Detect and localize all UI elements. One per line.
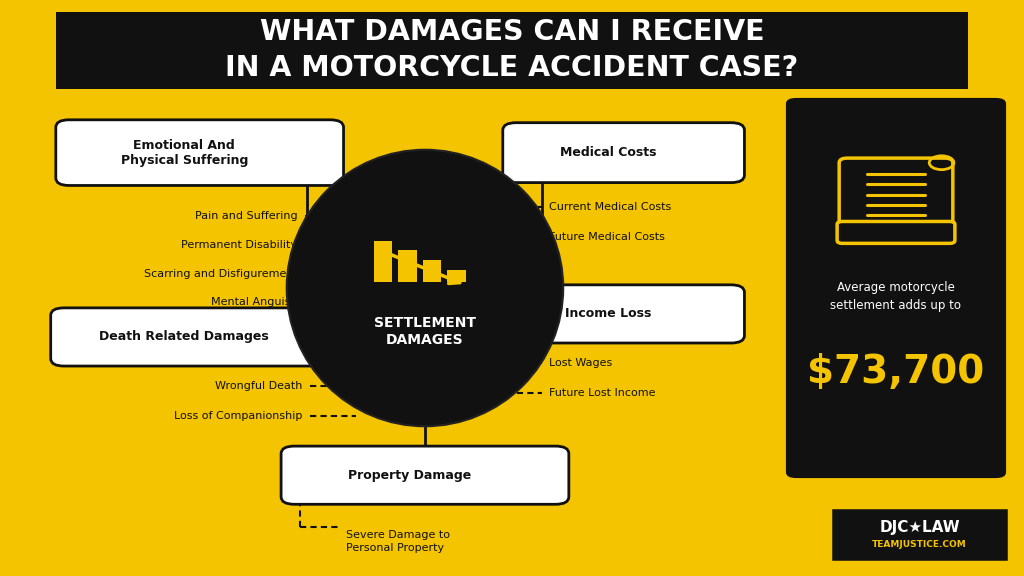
Text: Income Loss: Income Loss — [565, 308, 651, 320]
Text: DJC★LAW: DJC★LAW — [880, 520, 959, 535]
FancyBboxPatch shape — [281, 446, 569, 505]
Text: Death Related Damages: Death Related Damages — [99, 331, 269, 343]
Text: Property Damage: Property Damage — [348, 469, 471, 482]
FancyBboxPatch shape — [374, 241, 392, 282]
FancyBboxPatch shape — [423, 260, 441, 282]
Text: SETTLEMENT
DAMAGES: SETTLEMENT DAMAGES — [374, 316, 476, 347]
Text: Emotional And
Physical Suffering: Emotional And Physical Suffering — [121, 139, 248, 166]
Text: Pain and Suffering: Pain and Suffering — [195, 211, 298, 221]
Text: Future Medical Costs: Future Medical Costs — [549, 232, 665, 242]
FancyBboxPatch shape — [56, 120, 344, 185]
Text: TEAMJUSTICE.COM: TEAMJUSTICE.COM — [872, 540, 967, 550]
Text: Permanent Disability: Permanent Disability — [181, 240, 298, 250]
Text: Scarring and Disfigurement: Scarring and Disfigurement — [143, 268, 298, 279]
FancyBboxPatch shape — [830, 507, 1009, 562]
Ellipse shape — [287, 150, 563, 426]
Text: Lost Wages: Lost Wages — [549, 358, 612, 368]
Text: $73,700: $73,700 — [807, 353, 985, 391]
FancyBboxPatch shape — [398, 250, 417, 282]
Text: WHAT DAMAGES CAN I RECEIVE
IN A MOTORCYCLE ACCIDENT CASE?: WHAT DAMAGES CAN I RECEIVE IN A MOTORCYC… — [225, 18, 799, 82]
Text: Current Medical Costs: Current Medical Costs — [549, 202, 671, 213]
FancyBboxPatch shape — [503, 285, 744, 343]
Text: Wrongful Death: Wrongful Death — [215, 381, 303, 391]
FancyBboxPatch shape — [51, 308, 348, 366]
Text: Average motorcycle
settlement adds up to: Average motorcycle settlement adds up to — [830, 281, 962, 312]
FancyBboxPatch shape — [786, 98, 1006, 478]
FancyBboxPatch shape — [503, 123, 744, 183]
Text: Medical Costs: Medical Costs — [560, 146, 656, 159]
Text: Loss of Companionship: Loss of Companionship — [174, 411, 303, 421]
Text: Future Lost Income: Future Lost Income — [549, 388, 655, 398]
Text: Mental Anguish: Mental Anguish — [211, 297, 298, 308]
FancyBboxPatch shape — [838, 221, 954, 244]
FancyBboxPatch shape — [56, 12, 968, 89]
FancyBboxPatch shape — [447, 270, 466, 282]
Text: Severe Damage to
Personal Property: Severe Damage to Personal Property — [345, 530, 450, 554]
